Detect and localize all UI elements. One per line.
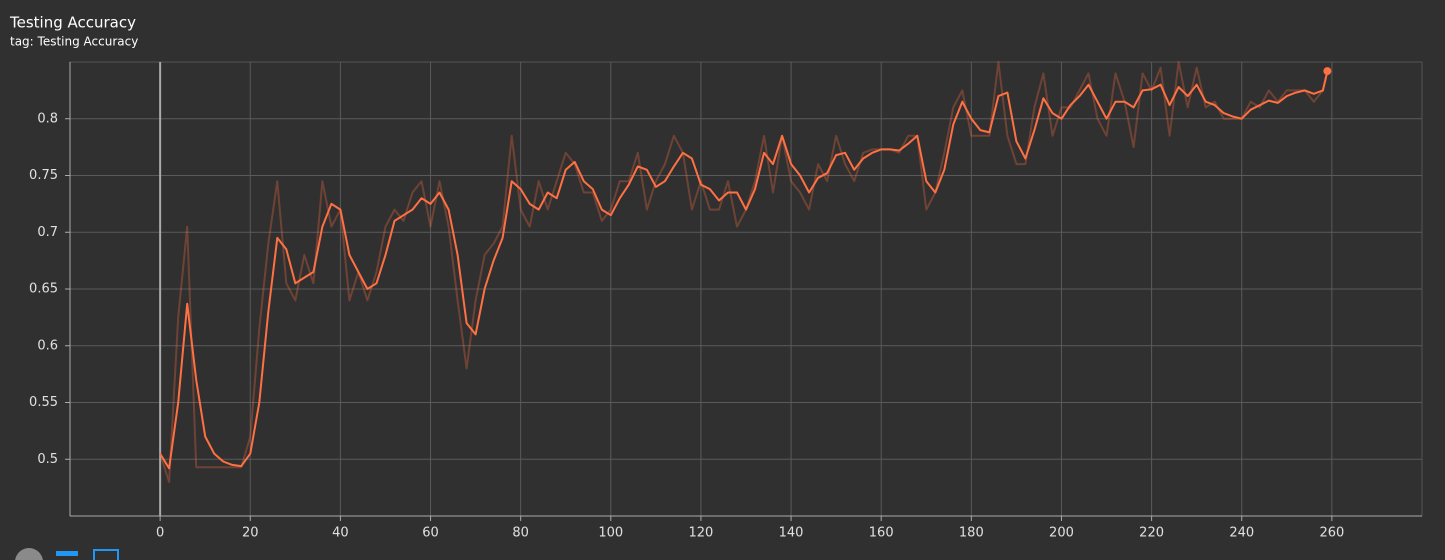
x-tick-label: 180 bbox=[959, 526, 984, 541]
log-toggle-button[interactable] bbox=[56, 551, 78, 556]
last-point bbox=[1323, 67, 1332, 76]
expand-button[interactable] bbox=[15, 548, 43, 560]
y-tick-label: 0.8 bbox=[37, 111, 58, 126]
x-tick-label: 120 bbox=[689, 526, 714, 541]
x-tick-label: 100 bbox=[598, 526, 623, 541]
x-tick-label: 0 bbox=[156, 526, 164, 541]
x-tick-label: 260 bbox=[1319, 526, 1344, 541]
fit-button[interactable] bbox=[93, 549, 119, 560]
x-tick-label: 40 bbox=[332, 526, 349, 541]
chart-subtitle: tag: Testing Accuracy bbox=[10, 35, 138, 49]
y-tick-label: 0.5 bbox=[37, 452, 58, 467]
x-tick-label: 140 bbox=[779, 526, 804, 541]
y-tick-label: 0.75 bbox=[29, 168, 58, 183]
y-tick-label: 0.7 bbox=[37, 225, 58, 240]
x-tick-label: 60 bbox=[422, 526, 439, 541]
x-tick-label: 240 bbox=[1229, 526, 1254, 541]
x-tick-label: 80 bbox=[512, 526, 529, 541]
x-tick-label: 200 bbox=[1049, 526, 1074, 541]
data-line bbox=[159, 70, 1329, 470]
y-tick-label: 0.6 bbox=[37, 338, 58, 353]
x-tick-label: 220 bbox=[1139, 526, 1164, 541]
y-tick-label: 0.55 bbox=[29, 395, 58, 410]
y-tick-label: 0.65 bbox=[29, 282, 58, 297]
x-tick-label: 160 bbox=[869, 526, 894, 541]
chart-title: Testing Accuracy bbox=[9, 14, 136, 32]
toolbar bbox=[15, 548, 119, 560]
x-tick-label: 20 bbox=[242, 526, 259, 541]
